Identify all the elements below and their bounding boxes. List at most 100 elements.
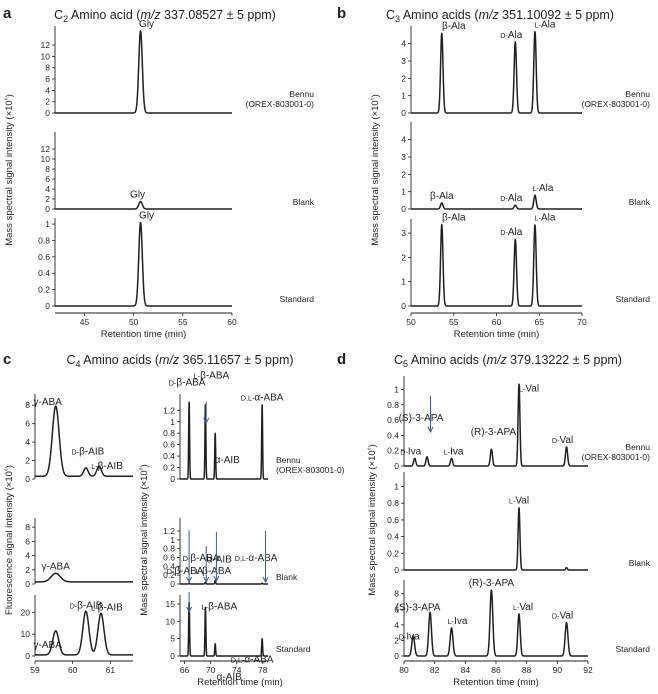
y-tick-label: 0.4: [163, 561, 175, 571]
peak-label-rest: Iva: [408, 446, 422, 457]
arrow-blank-dl-alpha-aba: [262, 531, 269, 584]
y-tick-label: 2: [45, 97, 50, 107]
peak-label: D-Ala: [500, 30, 522, 41]
y-tick-label: 1: [394, 384, 399, 394]
peak-label: D-Val: [552, 611, 573, 622]
x-axis-label: Retention time (min): [453, 677, 539, 688]
peak-label-prefix: D-: [500, 228, 508, 237]
arrow-l-beta-aba: [203, 402, 210, 425]
peak-label: L-Iva: [448, 616, 468, 627]
chromatogram-trace: [179, 401, 269, 480]
peak-label: (S)-3-APA: [399, 413, 444, 424]
y-tick-label: 0.8: [163, 544, 175, 554]
y-axis-label: Mass spectral signal intensity (×10⁶): [4, 94, 15, 246]
arrow-head: [203, 576, 210, 584]
y-tick-label: 0: [45, 204, 50, 214]
y-tick-label: 1: [45, 219, 50, 229]
peak-label-rest: Iva: [450, 446, 464, 457]
arrow-blank-d-beta-aba: [186, 530, 193, 584]
x-axis-c-mass: 66 70 74 78 Retention time (min): [180, 660, 283, 688]
y-tick-label: 12: [41, 144, 51, 154]
arrow-head: [262, 576, 269, 584]
y-tick-label: 0.4: [387, 532, 399, 542]
x-tick-label: 78: [258, 665, 268, 675]
peak-label: L-β-AIB: [91, 461, 123, 472]
peak-label: L-Ala: [535, 19, 556, 30]
peak-label: β-Ala: [442, 213, 466, 224]
y-tick-label: 0: [170, 651, 175, 661]
peak-label: D-β-AIB: [71, 447, 104, 458]
chromatogram-trace: [179, 601, 269, 657]
y-tick-label: 0.2: [387, 446, 399, 456]
peak-label-prefix: D-: [169, 379, 177, 388]
peak-label-prefix: D-: [69, 601, 77, 610]
y-label-exponent: ⁶: [4, 97, 11, 100]
y-tick-label: 0.8: [387, 498, 399, 508]
sample-label: Standard: [276, 644, 311, 654]
x-tick-label: 50: [129, 317, 139, 327]
chromatogram-trace: [34, 610, 134, 656]
peak-label-prefix: D-: [399, 633, 407, 642]
y-axis-label: Fluorescence signal intensity (×10⁶): [4, 465, 15, 615]
peak-label: D-Ala: [500, 193, 522, 204]
x-tick-label: 55: [449, 317, 459, 327]
peak-label: D-β-ABA: [167, 566, 204, 577]
peak-label-rest: β-AIB: [98, 602, 124, 613]
peak-label-prefix: L-: [444, 447, 451, 456]
y-tick-label: 0.8: [387, 400, 399, 410]
peak-label-rest: Ala: [541, 19, 556, 30]
x-axis-label: Retention time (min): [454, 329, 540, 340]
x-axis-b: 50 55 60 65 70 Retention time (min): [406, 312, 587, 340]
peak-label-rest: Iva: [406, 632, 420, 643]
peak-label-rest: Ala: [508, 30, 523, 41]
y-tick-label: 10: [41, 51, 51, 61]
y-tick-label: 2: [401, 252, 406, 262]
peak-label-rest: α-ABA: [254, 393, 283, 404]
y-label-exponent: ⁶: [139, 467, 146, 470]
y-tick-label: 6: [394, 604, 399, 614]
y-tick-label: 0.6: [387, 415, 399, 425]
arrow-s-3-apa: [427, 396, 434, 434]
y-tick-label: 2: [25, 565, 30, 575]
peak-label-rest: Val: [559, 611, 573, 622]
x-axis-d: 80 82 84 86 88 90 92 Retention time (min): [399, 660, 593, 688]
x-axis-c-fluorescence: 59 60 61: [30, 660, 133, 675]
y-axis-label: Mass spectral signal intensity (×10⁶): [139, 464, 150, 616]
arrow-head: [203, 417, 210, 425]
y-tick-label: 0.4: [38, 268, 50, 278]
panel-b-letter: b: [337, 5, 346, 22]
y-tick-label: 4: [25, 437, 30, 447]
y-tick-label: 0.6: [38, 252, 50, 262]
y-tick-label: 0: [401, 108, 406, 118]
y-tick-label: 6: [45, 174, 50, 184]
peak-label-prefix: L-: [533, 184, 540, 193]
chromatogram-trace: [54, 221, 233, 307]
y-label-close: ): [4, 465, 15, 468]
peak-label-rest: Val: [559, 435, 573, 446]
panel-d-title: C5 Amino acids (m/z 379.13222 ± 5 ppm): [394, 353, 622, 369]
peak-label-rest: β-AIB: [77, 600, 103, 611]
peak-label-prefix: D-: [183, 554, 191, 563]
peak-label: β-Ala: [430, 191, 454, 202]
peak-label-prefix: L-: [535, 214, 542, 223]
peak-label-prefix: D-: [500, 31, 508, 40]
peak-label-rest: Ala: [541, 213, 556, 224]
y-tick-label: 6: [25, 536, 30, 546]
y-tick-label: 10: [166, 616, 176, 626]
peak-label: (R)-3-APA: [471, 427, 517, 438]
peak-label: D,L-α-ABA: [231, 655, 274, 666]
y-tick-label: 8: [45, 63, 50, 73]
x-tick-label: 55: [178, 317, 188, 327]
x-tick-label: 60: [68, 665, 78, 675]
peak-label-rest: Ala: [508, 227, 523, 238]
y-tick-label: 2: [25, 456, 30, 466]
y-label-close: ): [370, 94, 381, 97]
y-tick-label: 4: [25, 551, 30, 561]
